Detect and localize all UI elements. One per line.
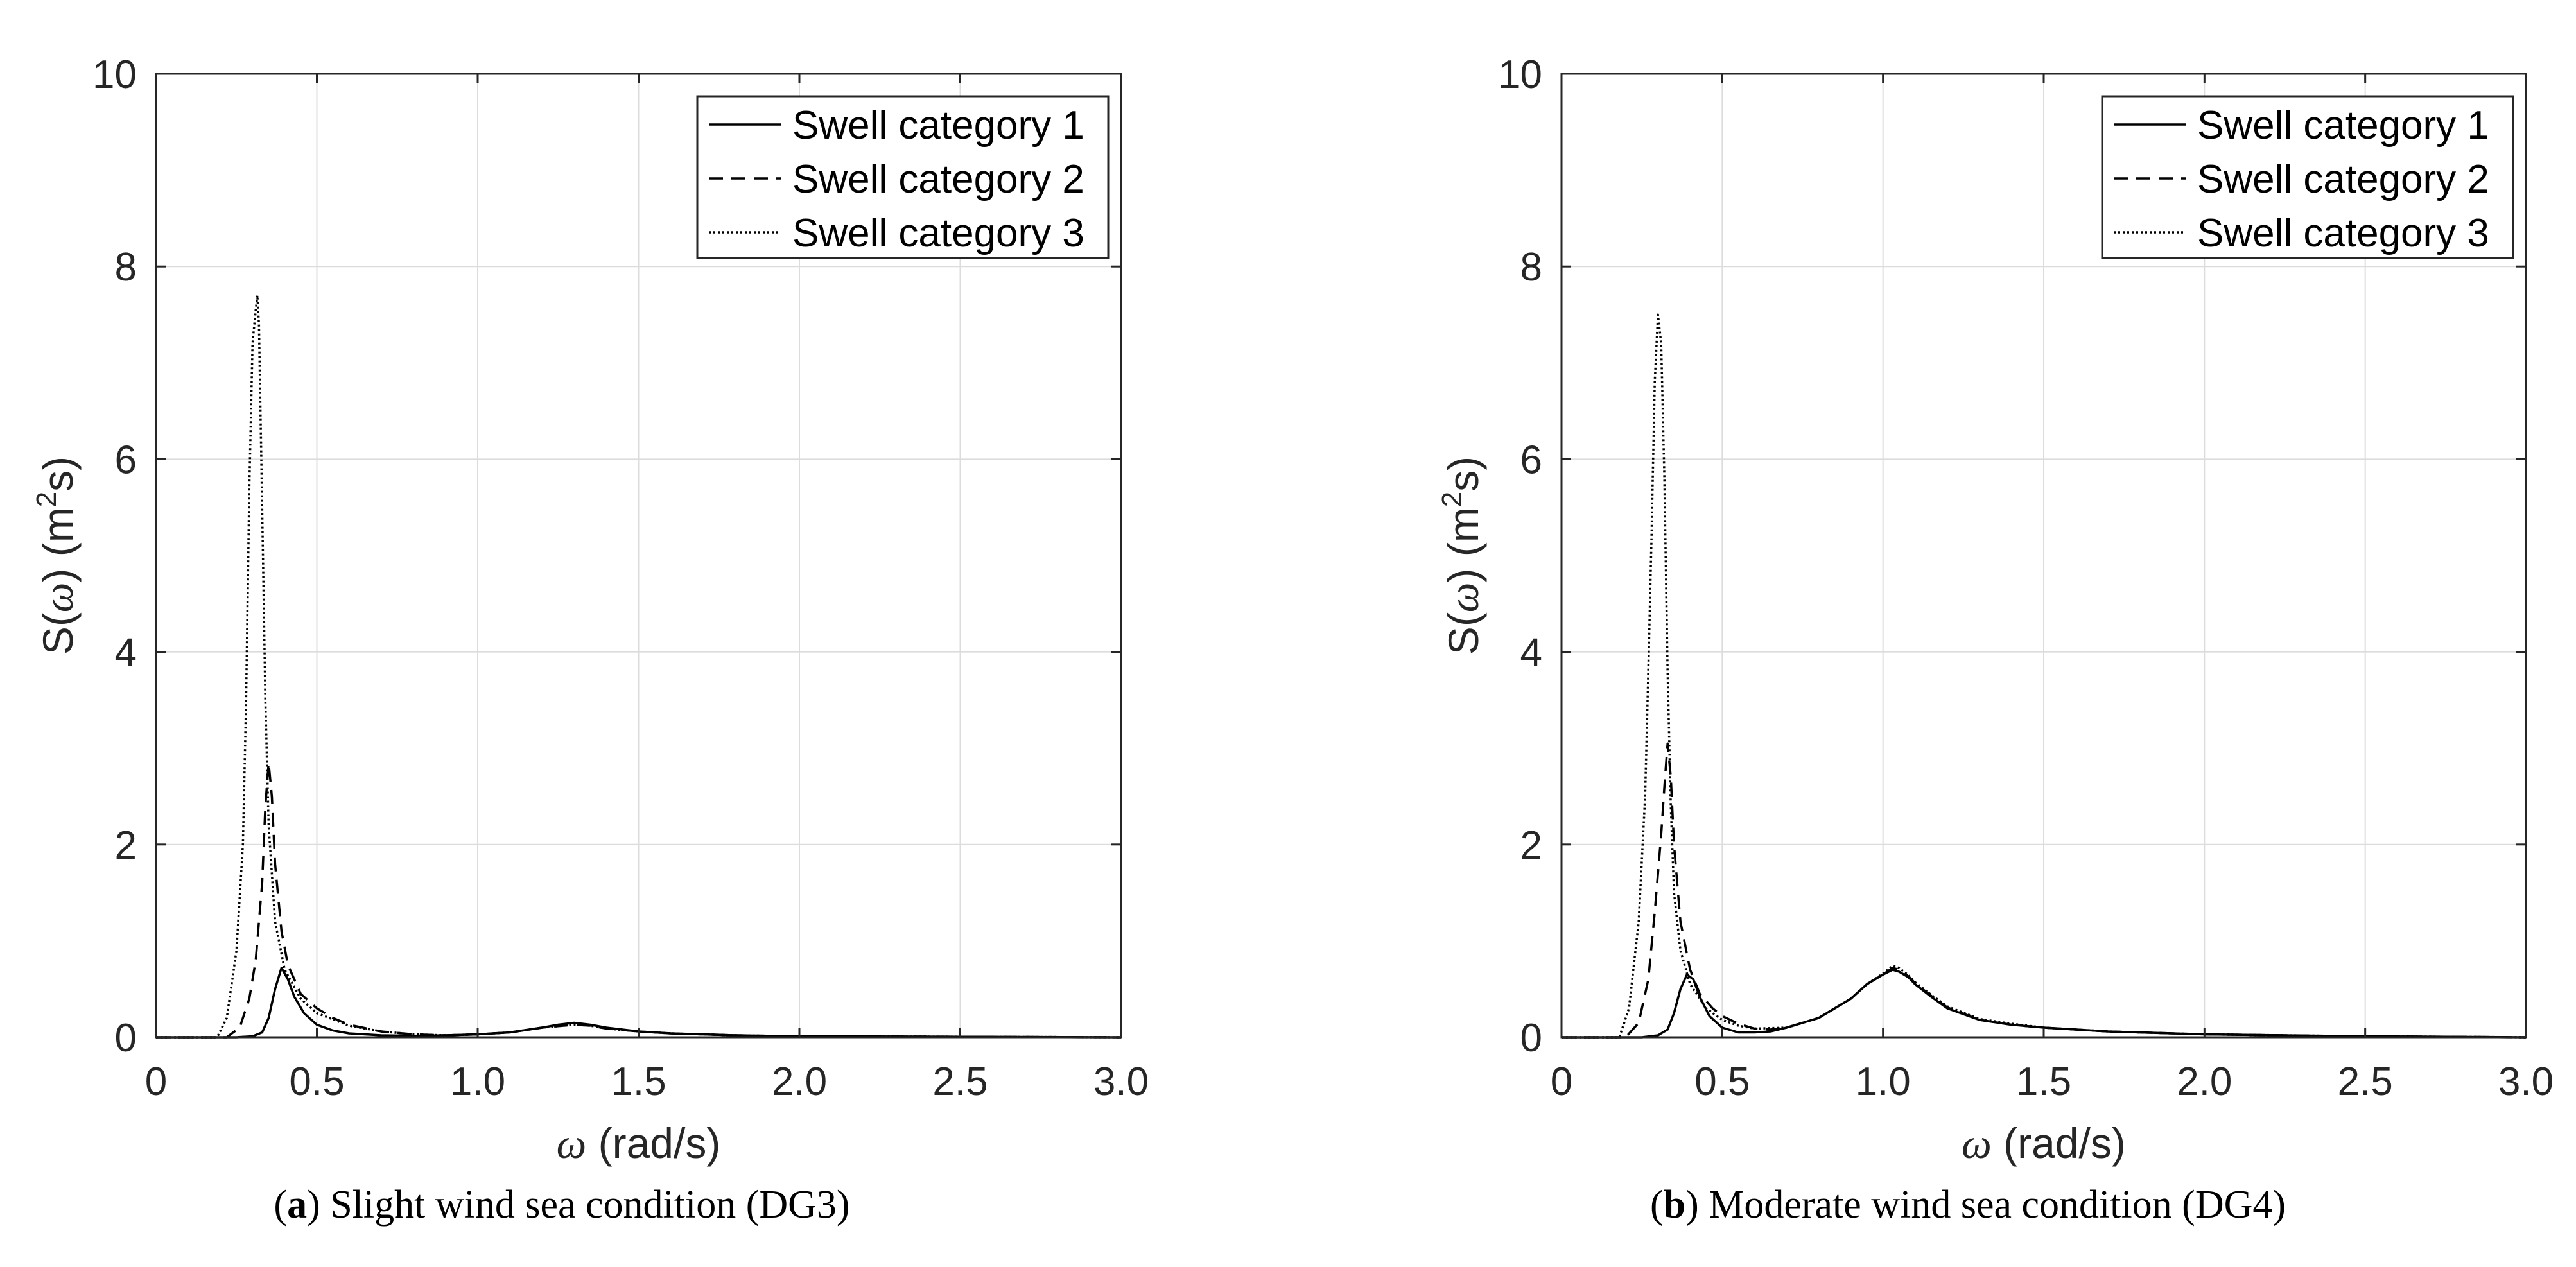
panel-b-y-tick-label: 8 bbox=[1520, 245, 1542, 289]
caption-a-text: Slight wind sea condition (DG3) bbox=[330, 1183, 850, 1227]
panel-b-x-tick-label: 2.0 bbox=[2177, 1060, 2232, 1104]
panel-a-x-tick-label: 0.5 bbox=[289, 1060, 344, 1104]
panel-a-y-tick-label: 0 bbox=[115, 1016, 137, 1060]
panel-a-y-axis-label: S(ω) (m2s) bbox=[31, 456, 82, 655]
panel-b-x-axis-unit: (rad/s) bbox=[1992, 1119, 2126, 1167]
panel-a-x-tick-label: 2.5 bbox=[932, 1060, 988, 1104]
panel-a-y-axis-mid: ) (m bbox=[34, 507, 82, 582]
panel-b-x-tick-label: 0.5 bbox=[1694, 1060, 1750, 1104]
panel-b-x-axis-symbol: ω bbox=[1962, 1121, 1992, 1168]
panel-a-legend-label-1: Swell category 1 bbox=[792, 103, 1084, 148]
panel-b-x-tick-label: 1.5 bbox=[2016, 1060, 2071, 1104]
panel-a-legend-label-2: Swell category 2 bbox=[792, 157, 1084, 202]
panel-b-legend-label-2: Swell category 2 bbox=[2197, 157, 2489, 202]
panel-b-x-axis-label: ω (rad/s) bbox=[1962, 1119, 2126, 1168]
panel-a-legend-box bbox=[696, 95, 1110, 259]
panel-b-y-axis-mid: ) (m bbox=[1440, 507, 1487, 582]
panel-b-x-tick-label: 3.0 bbox=[2498, 1060, 2554, 1104]
panel-a-y-tick-label: 2 bbox=[115, 823, 137, 868]
panel-b-y-axis-label: S(ω) (m2s) bbox=[1436, 456, 1488, 655]
panel-a-x-tick-label: 0 bbox=[145, 1060, 167, 1104]
panel-b-x-tick-label: 2.5 bbox=[2338, 1060, 2393, 1104]
panel-a-y-axis-symbol: ω bbox=[35, 583, 82, 613]
caption-b: (b) Moderate wind sea condition (DG4) bbox=[1649, 1183, 2286, 1227]
panel-b-legend-box bbox=[2101, 95, 2514, 259]
panel-a-x-axis-symbol: ω bbox=[557, 1121, 587, 1168]
panel-a-x-tick-label: 3.0 bbox=[1093, 1060, 1149, 1104]
panel-a-x-tick-label: 1.0 bbox=[450, 1060, 505, 1104]
caption-b-label: b bbox=[1663, 1183, 1686, 1227]
panel-b-y-axis-suffix: s) bbox=[1440, 456, 1487, 492]
panel-b-series-3-line bbox=[1562, 313, 2527, 1039]
panel-b-x-tick-label: 1.0 bbox=[1856, 1060, 1911, 1104]
panel-b-y-tick-label: 10 bbox=[1498, 53, 1542, 97]
panel-a-y-axis-sup: 2 bbox=[31, 492, 62, 507]
panel-a-x-axis-unit: (rad/s) bbox=[586, 1119, 720, 1167]
panel-b-legend: Swell category 1 Swell category 2 Swell ca… bbox=[2101, 95, 2514, 259]
panel-a-legend-label-3: Swell category 3 bbox=[792, 211, 1084, 255]
panel-b-x-tick-label: 0 bbox=[1551, 1060, 1572, 1104]
panel-a-y-axis-prefix: S( bbox=[34, 612, 82, 655]
caption-a-label: a bbox=[287, 1183, 308, 1227]
panel-a-legend: Swell category 1 Swell category 2 Swell ca… bbox=[696, 95, 1110, 259]
panel-a-x-tick-label: 1.5 bbox=[611, 1060, 666, 1104]
panel-b-y-axis-prefix: S( bbox=[1440, 612, 1487, 655]
panel-b-y-axis-symbol: ω bbox=[1441, 583, 1488, 613]
panel-a-x-tick-label: 2.0 bbox=[772, 1060, 827, 1104]
panel-a-y-tick-label: 6 bbox=[115, 438, 137, 482]
panel-a-series-2-line bbox=[156, 761, 1122, 1039]
panel-b-y-tick-label: 6 bbox=[1520, 438, 1542, 482]
panel-b-legend-label-1: Swell category 1 bbox=[2197, 103, 2489, 148]
panel-b-y-tick-label: 2 bbox=[1520, 823, 1542, 868]
panel-b-y-tick-label: 4 bbox=[1520, 631, 1542, 675]
panel-a-y-tick-label: 4 bbox=[115, 631, 137, 675]
caption-a: (a) Slight wind sea condition (DG3) bbox=[274, 1183, 850, 1227]
panel-a-y-tick-label: 8 bbox=[115, 245, 137, 289]
panel-b-y-axis-sup: 2 bbox=[1436, 492, 1468, 507]
panel-b-y-tick-label: 0 bbox=[1520, 1016, 1542, 1060]
panel-a-y-axis-suffix: s) bbox=[34, 456, 82, 492]
caption-b-text: Moderate wind sea condition (DG4) bbox=[1709, 1183, 2286, 1227]
panel-a-x-axis-label: ω (rad/s) bbox=[557, 1119, 721, 1168]
panel-a-y-tick-label: 10 bbox=[92, 53, 137, 97]
panel-b-legend-label-3: Swell category 3 bbox=[2197, 211, 2489, 255]
